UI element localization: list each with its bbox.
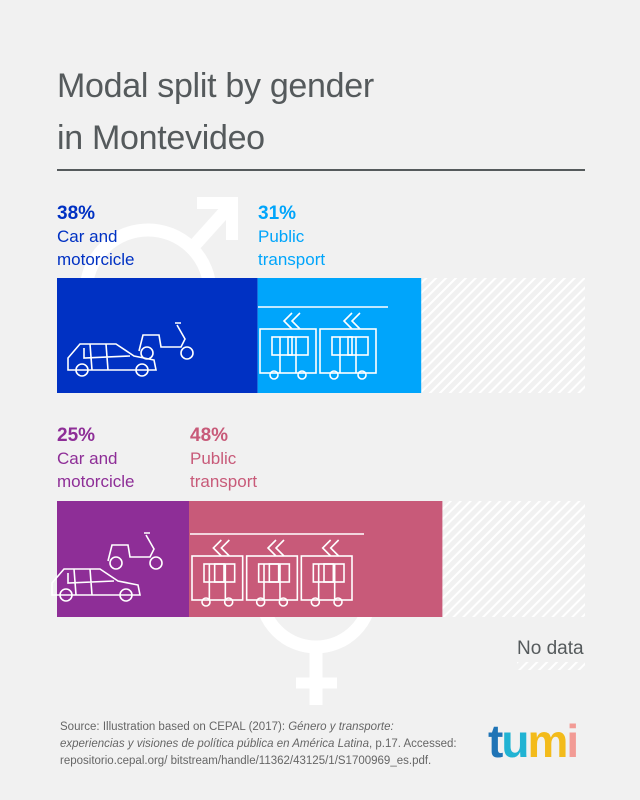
source-note: Source: Illustration based on CEPAL (201… bbox=[60, 719, 460, 770]
men-pt-pct: 31% bbox=[258, 203, 296, 224]
source-suffix: , p.17. Accessed: repositorio.cepal.org/… bbox=[60, 738, 457, 767]
title-line-2: in Montevideo bbox=[57, 119, 265, 157]
tram-icon bbox=[190, 533, 364, 607]
men-car-label-2: motorcicle bbox=[57, 250, 134, 269]
legend-no-data: No data bbox=[517, 638, 584, 659]
scooter-icon bbox=[107, 532, 163, 570]
title-line-1: Modal split by gender bbox=[57, 67, 374, 105]
men-public-transport-bar bbox=[257, 278, 422, 393]
women-car-pct: 25% bbox=[57, 425, 95, 446]
women-car-label-2: motorcicle bbox=[57, 472, 134, 491]
men-car-label-1: Car and bbox=[57, 227, 117, 246]
women-pt-label-1: Public bbox=[190, 449, 237, 468]
men-pt-label-1: Public bbox=[258, 227, 305, 246]
women-no-data-bar bbox=[442, 501, 585, 617]
car-icon bbox=[51, 568, 141, 602]
source-title: Género y transporte: experiencias y visi… bbox=[60, 721, 394, 750]
tram-icon bbox=[258, 306, 388, 380]
source-prefix: Source: Illustration based on CEPAL (201… bbox=[60, 721, 289, 733]
no-data-swatch bbox=[517, 662, 585, 670]
car-icon bbox=[67, 343, 157, 377]
women-pt-label-2: transport bbox=[190, 472, 257, 491]
women-pt-pct: 48% bbox=[190, 425, 228, 446]
men-no-data-bar bbox=[421, 278, 585, 393]
scooter-icon bbox=[138, 322, 194, 360]
tumi-logo: tumi bbox=[488, 715, 579, 767]
women-car-bar bbox=[57, 501, 189, 617]
men-pt-label-2: transport bbox=[258, 250, 325, 269]
title-divider bbox=[57, 169, 585, 171]
women-car-label-1: Car and bbox=[57, 449, 117, 468]
men-car-pct: 38% bbox=[57, 203, 95, 224]
page-title: Modal split by gender in Montevideo bbox=[57, 60, 374, 164]
